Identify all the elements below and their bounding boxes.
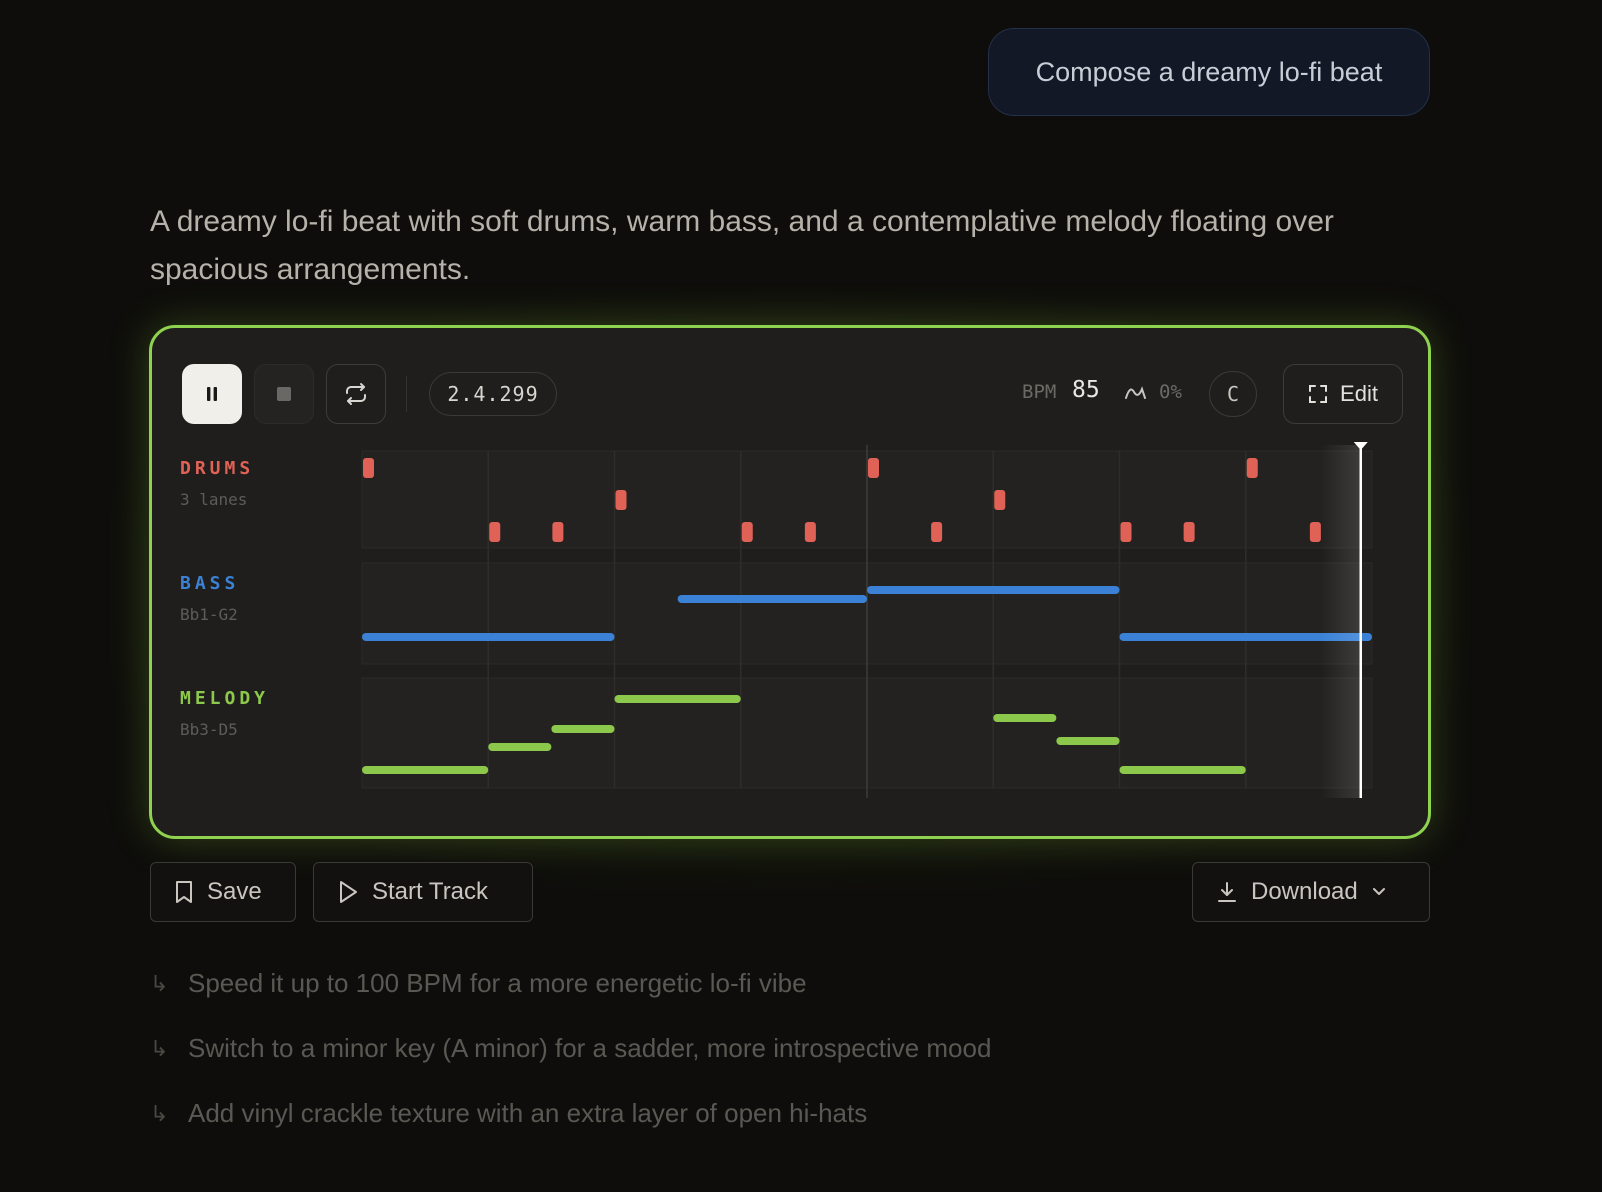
pause-button[interactable]	[182, 364, 242, 424]
reply-arrow-icon: ↳	[150, 1100, 169, 1126]
bpm-value[interactable]: 85	[1072, 377, 1100, 403]
suggestion-item[interactable]: ↳ Speed it up to 100 BPM for a more ener…	[150, 968, 807, 999]
melody-note	[993, 714, 1057, 722]
track-name-melody: MELODY	[180, 688, 270, 709]
reply-arrow-icon: ↳	[150, 970, 169, 996]
reply-arrow-icon: ↳	[150, 1035, 169, 1061]
response-description: A dreamy lo-fi beat with soft drums, war…	[150, 205, 1334, 286]
drum-hit	[804, 522, 816, 542]
bass-note	[867, 586, 1120, 594]
swing-value[interactable]: 0%	[1159, 381, 1182, 403]
loop-button[interactable]	[326, 364, 386, 424]
drum-hit	[741, 522, 753, 542]
user-prompt-bubble: Compose a dreamy lo-fi beat	[988, 28, 1430, 116]
melody-note	[551, 725, 615, 733]
drum-hit	[868, 458, 879, 478]
bass-note	[677, 595, 867, 603]
save-label: Save	[207, 878, 262, 905]
user-prompt-text: Compose a dreamy lo-fi beat	[1035, 56, 1383, 87]
drum-hit	[552, 522, 564, 542]
download-button[interactable]: Download	[1192, 862, 1430, 922]
beat-player: 2.4.299 BPM 85 0% C Edit DRUMS 3 lanes B…	[149, 325, 1431, 839]
bpm-label: BPM	[1022, 381, 1057, 403]
suggestion-item[interactable]: ↳ Switch to a minor key (A minor) for a …	[150, 1033, 991, 1064]
drum-hit	[994, 490, 1006, 510]
drum-hit	[1183, 522, 1195, 542]
edit-label: Edit	[1340, 381, 1378, 406]
melody-note	[362, 766, 489, 774]
track-name-bass: BASS	[180, 573, 240, 594]
stop-icon	[277, 387, 291, 401]
drum-hit	[931, 522, 943, 542]
suggestion-text: Add vinyl crackle texture with an extra …	[188, 1098, 868, 1128]
drum-hit	[1246, 458, 1258, 478]
chevron-down-icon	[1372, 888, 1385, 895]
expand-icon	[1309, 385, 1328, 403]
position-display: 2.4.299	[429, 372, 557, 416]
toolbar-divider	[406, 376, 407, 412]
play-icon	[340, 881, 357, 903]
bass-note	[362, 633, 615, 641]
pause-icon	[207, 387, 217, 401]
start-track-button[interactable]: Start Track	[313, 862, 533, 922]
track-sub-melody: Bb3-D5	[180, 720, 238, 739]
download-label: Download	[1251, 878, 1358, 905]
save-button[interactable]: Save	[150, 862, 296, 922]
drum-hit	[489, 522, 501, 542]
playhead-trail	[1320, 445, 1361, 798]
start-track-label: Start Track	[372, 878, 489, 905]
suggestion-item[interactable]: ↳ Add vinyl crackle texture with an extr…	[150, 1098, 867, 1129]
playhead-handle	[1353, 442, 1368, 450]
track-sub-drums: 3 lanes	[180, 490, 248, 509]
melody-note	[1056, 737, 1120, 745]
bookmark-icon	[176, 881, 192, 903]
stop-button[interactable]	[254, 364, 314, 424]
swing-icon	[1125, 386, 1146, 399]
suggestion-text: Speed it up to 100 BPM for a more energe…	[188, 968, 807, 998]
piano-roll[interactable]	[152, 328, 1428, 836]
melody-note	[1119, 766, 1246, 774]
download-icon	[1218, 882, 1236, 902]
track-sub-bass: Bb1-G2	[180, 605, 238, 624]
suggestion-text: Switch to a minor key (A minor) for a sa…	[188, 1033, 992, 1063]
drum-hit	[615, 490, 627, 510]
drum-hit	[1309, 522, 1321, 542]
drum-hit	[1120, 522, 1132, 542]
drum-hit	[363, 458, 374, 478]
bass-note	[1119, 633, 1372, 641]
loop-icon	[346, 383, 366, 405]
melody-note	[488, 743, 552, 751]
track-name-drums: DRUMS	[180, 458, 255, 479]
key-selector[interactable]: C	[1209, 371, 1257, 417]
melody-note	[614, 695, 741, 703]
edit-button[interactable]: Edit	[1283, 364, 1403, 424]
